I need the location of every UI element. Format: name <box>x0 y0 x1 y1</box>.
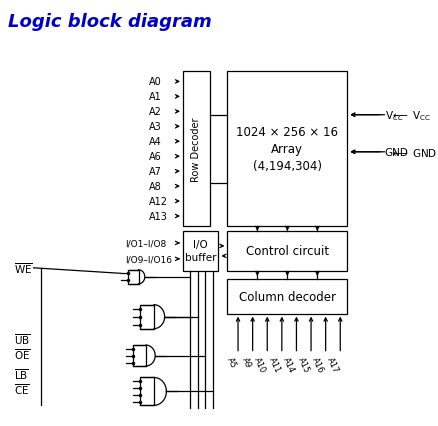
Bar <box>128 270 138 284</box>
Text: A8: A8 <box>149 181 162 192</box>
Text: GND: GND <box>385 147 409 158</box>
Bar <box>140 305 154 329</box>
Text: $\overline{\rm UB}$: $\overline{\rm UB}$ <box>14 331 31 346</box>
Text: A16: A16 <box>311 356 326 374</box>
Text: A1: A1 <box>149 92 162 102</box>
Text: A10: A10 <box>252 356 267 374</box>
Text: A12: A12 <box>149 196 168 207</box>
Text: I/O
buffer: I/O buffer <box>185 240 216 263</box>
Text: A11: A11 <box>267 356 282 374</box>
Text: I/O1–I/O8: I/O1–I/O8 <box>125 239 166 248</box>
Text: A5: A5 <box>225 356 238 369</box>
Bar <box>227 231 347 271</box>
Bar <box>133 345 146 366</box>
Text: A15: A15 <box>296 356 311 374</box>
Text: 1024 × 256 × 16
Array
(4,194,304): 1024 × 256 × 16 Array (4,194,304) <box>237 126 339 173</box>
Text: A0: A0 <box>149 77 162 87</box>
Text: A7: A7 <box>149 167 162 177</box>
Text: $\overline{\rm LB}$: $\overline{\rm LB}$ <box>14 366 29 381</box>
Text: $\longleftarrow$ V$_{\rm CC}$: $\longleftarrow$ V$_{\rm CC}$ <box>390 109 431 122</box>
Bar <box>140 377 154 406</box>
Text: $\overline{\rm OE}$: $\overline{\rm OE}$ <box>14 346 31 361</box>
Text: A14: A14 <box>282 356 297 374</box>
Bar <box>227 72 347 227</box>
Bar <box>183 231 219 271</box>
Text: V$_{CC}$: V$_{CC}$ <box>385 109 404 122</box>
Text: Control circuit: Control circuit <box>246 245 329 258</box>
Text: A6: A6 <box>149 152 162 162</box>
Bar <box>183 72 210 227</box>
Bar <box>227 279 347 314</box>
Text: Column decoder: Column decoder <box>239 290 336 303</box>
Text: Logic block diagram: Logic block diagram <box>8 13 212 31</box>
Text: $\longleftarrow$ GND: $\longleftarrow$ GND <box>390 147 437 158</box>
Text: A17: A17 <box>325 356 340 374</box>
Text: A4: A4 <box>149 137 162 147</box>
Text: A13: A13 <box>149 211 168 222</box>
Text: A9: A9 <box>240 356 253 369</box>
Text: $\overline{\rm WE}$: $\overline{\rm WE}$ <box>14 261 33 276</box>
Text: $\overline{\rm CE}$: $\overline{\rm CE}$ <box>14 381 30 396</box>
Text: A2: A2 <box>149 107 162 117</box>
Text: Row Decoder: Row Decoder <box>191 117 201 181</box>
Text: I/O9–I/O16: I/O9–I/O16 <box>125 255 172 264</box>
Text: A3: A3 <box>149 122 162 132</box>
